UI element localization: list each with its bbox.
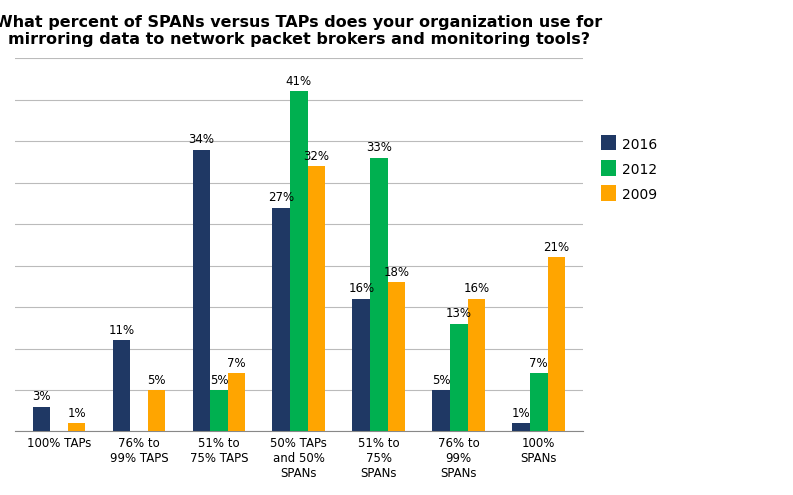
Text: 1%: 1%: [511, 407, 531, 420]
Bar: [308, 166, 325, 432]
Text: 3%: 3%: [33, 390, 51, 403]
Bar: [530, 373, 547, 432]
Bar: [273, 207, 290, 432]
Bar: [67, 423, 86, 432]
Text: 16%: 16%: [348, 283, 374, 296]
Bar: [210, 390, 228, 432]
Text: 11%: 11%: [109, 324, 134, 337]
Bar: [228, 373, 245, 432]
Bar: [352, 299, 370, 432]
Text: 33%: 33%: [366, 142, 392, 154]
Bar: [547, 257, 565, 432]
Text: 7%: 7%: [530, 357, 548, 370]
Text: 32%: 32%: [304, 150, 329, 163]
Text: 1%: 1%: [67, 407, 86, 420]
Legend: 2016, 2012, 2009: 2016, 2012, 2009: [596, 132, 662, 208]
Title: What percent of SPANs versus TAPs does your organization use for
mirroring data : What percent of SPANs versus TAPs does y…: [0, 15, 603, 48]
Text: 5%: 5%: [147, 374, 166, 387]
Bar: [147, 390, 165, 432]
Bar: [432, 390, 450, 432]
Bar: [33, 406, 50, 432]
Bar: [290, 92, 308, 432]
Text: 13%: 13%: [446, 307, 472, 320]
Bar: [512, 423, 530, 432]
Bar: [450, 324, 468, 432]
Text: 7%: 7%: [227, 357, 246, 370]
Bar: [468, 299, 485, 432]
Text: 27%: 27%: [268, 191, 294, 204]
Bar: [113, 340, 130, 432]
Text: 41%: 41%: [285, 75, 312, 88]
Bar: [388, 282, 405, 432]
Text: 5%: 5%: [432, 374, 450, 387]
Bar: [370, 158, 388, 432]
Bar: [193, 149, 210, 432]
Text: 21%: 21%: [543, 241, 569, 254]
Text: 16%: 16%: [463, 283, 489, 296]
Text: 18%: 18%: [384, 266, 409, 279]
Text: 5%: 5%: [209, 374, 228, 387]
Text: 34%: 34%: [188, 133, 214, 146]
